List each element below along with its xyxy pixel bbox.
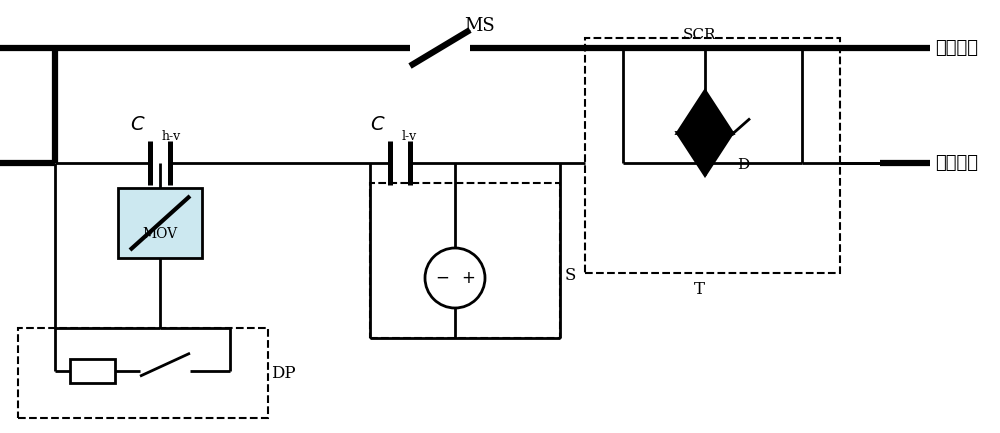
Text: D: D xyxy=(737,158,749,172)
Bar xyxy=(118,188,202,258)
Bar xyxy=(70,359,115,383)
Text: $C$: $C$ xyxy=(370,116,386,134)
Polygon shape xyxy=(677,90,733,133)
Text: $C$: $C$ xyxy=(130,116,146,134)
Bar xyxy=(585,38,840,273)
Text: −: − xyxy=(435,269,449,287)
Bar xyxy=(18,328,268,418)
Text: 阻容支路: 阻容支路 xyxy=(935,154,978,172)
Text: 通流支路: 通流支路 xyxy=(935,39,978,57)
Text: h-v: h-v xyxy=(162,130,181,143)
Text: l-v: l-v xyxy=(402,130,417,143)
Text: T: T xyxy=(694,281,705,298)
Bar xyxy=(370,183,560,338)
Polygon shape xyxy=(677,132,733,175)
Text: +: + xyxy=(461,269,475,287)
Text: MS: MS xyxy=(465,17,495,35)
Text: SCR: SCR xyxy=(683,28,717,42)
Text: DP: DP xyxy=(271,365,296,381)
Text: S: S xyxy=(565,268,576,284)
Circle shape xyxy=(425,248,485,308)
Text: MOV: MOV xyxy=(142,226,178,240)
